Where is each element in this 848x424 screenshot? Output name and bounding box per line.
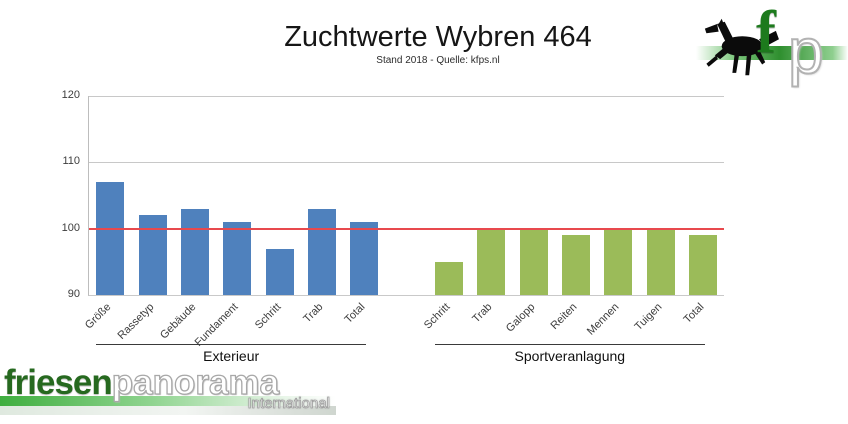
bar-galopp <box>519 228 548 295</box>
group-axis-line <box>434 344 705 345</box>
x-axis-label: Schritt <box>421 301 453 332</box>
x-axis-label: Galopp <box>503 301 537 335</box>
group-label: Exterieur <box>203 348 260 364</box>
bar-schritt <box>265 248 294 295</box>
logo-letter-p: p <box>787 14 825 88</box>
x-axis-label: Tuigen <box>631 301 664 333</box>
bar-reiten <box>561 235 590 295</box>
logo-wordmark: friesenpanorama <box>4 362 280 403</box>
y-axis-label-120: 120 <box>61 89 80 101</box>
bar-trab <box>477 228 506 295</box>
y-axis-label-90: 90 <box>67 288 80 300</box>
x-axis-label: Reiten <box>548 301 580 332</box>
group-axis-line <box>96 344 367 345</box>
horse-icon <box>698 18 782 87</box>
bar-schritt <box>434 261 463 295</box>
gridline-110 <box>89 161 724 163</box>
chart-header: Zuchtwerte Wybren 464 Stand 2018 - Quell… <box>28 21 848 66</box>
logo-word-panorama: panorama <box>111 362 280 402</box>
chart-subtitle: Stand 2018 - Quelle: kfps.nl <box>376 54 500 66</box>
x-axis-label: Trab <box>470 301 495 326</box>
plot-area <box>88 95 724 296</box>
bar-größe <box>96 182 125 295</box>
chart-title: Zuchtwerte Wybren 464 <box>284 21 592 53</box>
bar-tuigen <box>646 228 675 295</box>
logo-tagline: International <box>247 395 330 413</box>
logo-word-friesen: friesen <box>4 363 113 402</box>
gridline-120 <box>89 95 724 97</box>
reference-line-100 <box>89 227 724 230</box>
logo-gradient-stripe <box>0 406 336 415</box>
x-axis-label: Mennen <box>585 301 622 338</box>
bar-fundament <box>223 222 252 295</box>
friesenpanorama-logo: friesenpanorama International <box>0 362 336 423</box>
bar-gebäude <box>180 208 209 295</box>
bar-total <box>688 235 717 295</box>
bar-trab <box>307 208 336 295</box>
logo-letter-f: f <box>756 0 776 65</box>
bar-total <box>350 222 379 295</box>
group-label: Sportveranlagung <box>514 348 626 364</box>
y-axis-label-100: 100 <box>61 221 80 234</box>
logo-gradient-stripe <box>0 396 336 406</box>
x-axis-label: Total <box>681 301 707 326</box>
bar-mennen <box>604 228 633 295</box>
kfp-logo: f p <box>696 0 848 96</box>
y-axis-label-110: 110 <box>62 155 80 168</box>
